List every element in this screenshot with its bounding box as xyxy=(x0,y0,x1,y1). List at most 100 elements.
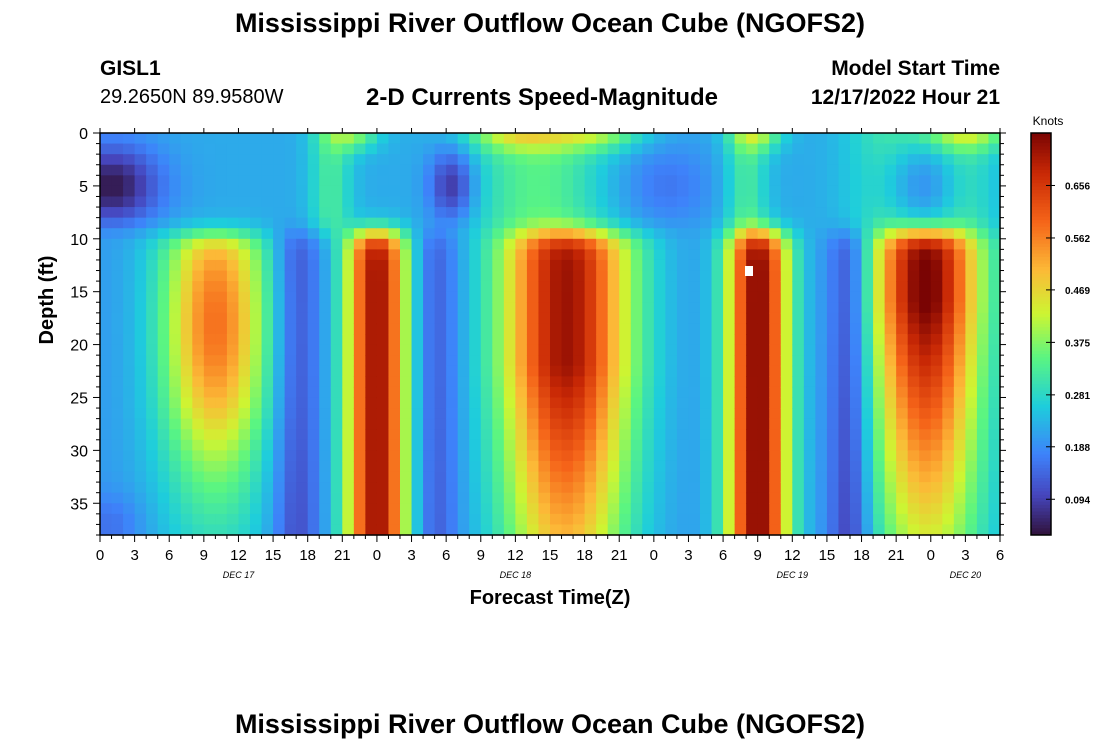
heatmap-cell xyxy=(873,281,886,293)
heatmap-cell xyxy=(561,228,574,240)
heatmap-cell xyxy=(192,376,205,388)
heatmap-cell xyxy=(342,207,355,219)
heatmap-cell xyxy=(538,376,551,388)
heatmap-cell xyxy=(907,376,920,388)
heatmap-cell xyxy=(226,270,240,282)
heatmap-cell xyxy=(215,482,228,494)
heatmap-cell xyxy=(919,492,932,504)
heatmap-cell xyxy=(584,323,597,335)
heatmap-cell xyxy=(573,270,586,282)
heatmap-cell xyxy=(815,386,828,399)
heatmap-cell xyxy=(515,471,528,483)
heatmap-cell xyxy=(134,334,147,346)
heatmap-cell xyxy=(157,418,170,430)
heatmap-cell xyxy=(330,408,343,420)
colorbar-segment xyxy=(1031,283,1051,288)
heatmap-cell xyxy=(250,217,263,229)
heatmap-cell xyxy=(573,228,586,240)
heatmap-cell xyxy=(757,450,770,462)
heatmap-cell xyxy=(988,418,1001,430)
heatmap-cell xyxy=(134,164,147,176)
heatmap-cell xyxy=(861,143,874,155)
heatmap-cell xyxy=(411,334,424,346)
heatmap-cell xyxy=(711,365,724,377)
colorbar-segment xyxy=(1031,330,1051,335)
heatmap-cell xyxy=(711,281,724,293)
heatmap-cell xyxy=(457,154,470,166)
heatmap-cell xyxy=(965,164,978,176)
colorbar-segment xyxy=(1031,230,1051,234)
heatmap-cell xyxy=(330,238,343,250)
heatmap-cell xyxy=(596,196,609,208)
heatmap-cell xyxy=(653,365,666,377)
heatmap-cell xyxy=(226,439,240,451)
heatmap-cell xyxy=(446,312,459,325)
heatmap-cell xyxy=(169,302,182,314)
heatmap-cell xyxy=(353,344,366,356)
heatmap-cell xyxy=(192,344,205,356)
heatmap-cell xyxy=(307,408,320,420)
heatmap-cell xyxy=(238,323,251,335)
heatmap-cell xyxy=(400,397,413,409)
colorbar-segment xyxy=(1031,303,1051,308)
heatmap-cell xyxy=(746,185,759,198)
heatmap-cell xyxy=(157,175,170,187)
heatmap-cell xyxy=(953,429,966,441)
heatmap-cell xyxy=(665,238,678,250)
heatmap-cell xyxy=(757,492,770,504)
heatmap-cell xyxy=(365,228,378,240)
heatmap-cell xyxy=(838,185,851,198)
heatmap-cell xyxy=(169,376,182,388)
heatmap-cell xyxy=(261,143,274,155)
heatmap-cell xyxy=(850,164,863,176)
heatmap-cell xyxy=(296,291,309,303)
heatmap-cell xyxy=(896,503,909,515)
heatmap-cell xyxy=(838,323,851,335)
heatmap-cell xyxy=(319,450,332,462)
x-tick-label: 3 xyxy=(961,547,969,564)
heatmap-cell xyxy=(515,376,528,388)
heatmap-cell xyxy=(538,386,551,399)
heatmap-cell xyxy=(700,408,713,420)
heatmap-cell xyxy=(688,228,701,240)
heatmap-cell xyxy=(550,133,563,145)
heatmap-cell xyxy=(134,408,147,420)
heatmap-cell xyxy=(734,312,747,325)
heatmap-cell xyxy=(584,281,597,293)
heatmap-cell xyxy=(284,492,297,504)
heatmap-cell xyxy=(538,397,551,409)
heatmap-cell xyxy=(561,418,574,430)
heatmap-cell xyxy=(896,312,909,325)
heatmap-cell xyxy=(457,207,470,219)
heatmap-cell xyxy=(584,154,597,166)
heatmap-cell xyxy=(192,503,205,515)
colorbar-segment xyxy=(1031,243,1051,248)
heatmap-cell xyxy=(850,323,863,335)
heatmap-cell xyxy=(953,312,966,325)
heatmap-cell xyxy=(676,503,690,515)
heatmap-cell xyxy=(711,376,724,388)
heatmap-cell xyxy=(723,259,736,272)
heatmap-cell xyxy=(388,524,401,536)
colorbar-segment xyxy=(1031,437,1051,442)
heatmap-cell xyxy=(757,429,770,441)
heatmap-cell xyxy=(803,281,816,293)
heatmap-cell xyxy=(157,450,170,462)
heatmap-cell xyxy=(838,439,851,451)
heatmap-cell xyxy=(688,344,701,356)
heatmap-cell xyxy=(907,175,920,187)
heatmap-cell xyxy=(123,408,136,420)
heatmap-cell xyxy=(134,397,147,409)
heatmap-cell xyxy=(319,249,332,261)
heatmap-cell xyxy=(342,154,355,166)
heatmap-cell xyxy=(400,439,413,451)
heatmap-cell xyxy=(388,397,401,409)
heatmap-cell xyxy=(861,386,874,399)
heatmap-cell xyxy=(423,460,436,473)
heatmap-cell xyxy=(584,217,597,229)
heatmap-cell xyxy=(826,482,840,494)
model-start-label: Model Start Time xyxy=(831,57,1000,80)
heatmap-cell xyxy=(930,524,943,536)
heatmap-cell xyxy=(434,503,447,515)
heatmap-cell xyxy=(780,376,793,388)
